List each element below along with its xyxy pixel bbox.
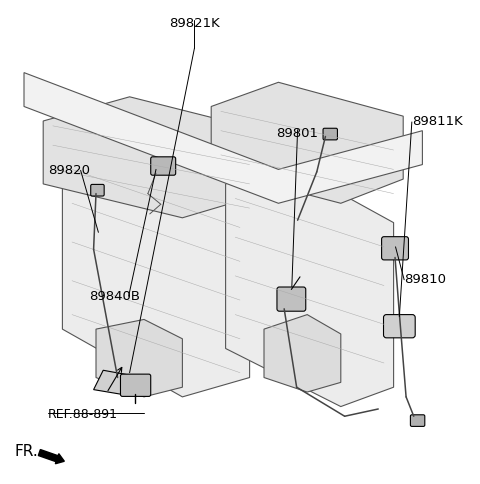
FancyBboxPatch shape (151, 157, 176, 175)
Polygon shape (62, 136, 250, 397)
Text: 89810: 89810 (404, 273, 446, 286)
Polygon shape (24, 73, 422, 203)
FancyBboxPatch shape (382, 237, 408, 260)
Polygon shape (211, 82, 403, 203)
FancyBboxPatch shape (277, 287, 306, 311)
FancyArrow shape (38, 450, 64, 464)
Polygon shape (96, 319, 182, 397)
FancyBboxPatch shape (91, 184, 104, 196)
Text: 89821K: 89821K (169, 17, 220, 30)
FancyBboxPatch shape (384, 315, 415, 338)
Text: FR.: FR. (14, 444, 38, 458)
Polygon shape (94, 370, 130, 394)
FancyBboxPatch shape (410, 415, 425, 426)
FancyBboxPatch shape (323, 128, 337, 140)
Polygon shape (226, 165, 394, 407)
Text: 89820: 89820 (48, 164, 90, 177)
Text: 89801: 89801 (276, 127, 319, 140)
Polygon shape (43, 97, 264, 218)
Text: 89840B: 89840B (89, 290, 140, 302)
Text: REF.88-891: REF.88-891 (48, 408, 118, 421)
FancyBboxPatch shape (120, 374, 151, 396)
Polygon shape (264, 315, 341, 392)
Text: 89811K: 89811K (412, 116, 463, 128)
